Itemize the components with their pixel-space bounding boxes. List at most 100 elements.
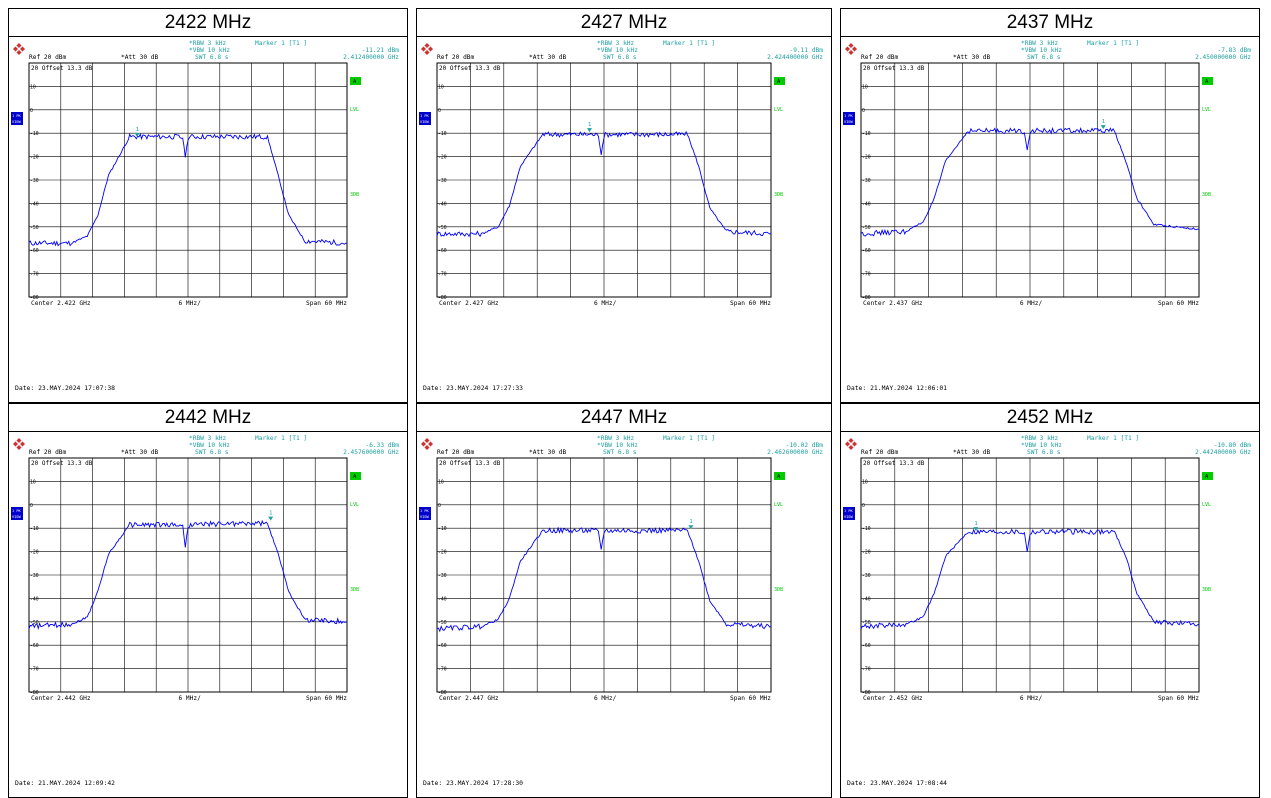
panel-frequency-title: 2427 MHz: [417, 9, 831, 37]
offset-label: 20 Offset 13.3 dB: [439, 460, 501, 467]
trace-a-label: A: [777, 79, 781, 85]
ref-level-label: Ref 20 dBm: [29, 54, 67, 61]
marker-1-label: 1: [689, 519, 692, 525]
spectrum-panel: 2422 MHz *RBW 3 kHz *VBW 10 kHz SWT 6.8 s Ma…: [8, 8, 408, 403]
y-tick-label: 0: [862, 108, 865, 114]
marker-title: Marker 1 [T1 ]: [663, 40, 715, 47]
ref-level-label: Ref 20 dBm: [861, 449, 899, 456]
division-label: 6 MHz/: [1020, 695, 1043, 702]
swt-label: SWT 6.8 s: [603, 449, 637, 456]
y-tick-label: 10: [862, 479, 868, 485]
marker-level: -10.80 dBm: [1214, 442, 1252, 449]
spectrum-trace: [860, 126, 1199, 237]
y-tick-label: -30: [862, 178, 871, 184]
y-tick-label: -70: [438, 272, 447, 278]
y-tick-label: 10: [862, 84, 868, 90]
vbw-label: *VBW 10 kHz: [189, 442, 230, 449]
marker-1-label: 1: [1102, 119, 1105, 125]
y-tick-label: -40: [862, 596, 871, 602]
rbw-label: *RBW 3 kHz: [597, 435, 635, 442]
attenuation-label: *Att 30 dB: [953, 54, 991, 61]
rbw-label: *RBW 3 kHz: [189, 435, 227, 442]
y-tick-label: -70: [30, 272, 39, 278]
y-tick-label: -10: [438, 526, 447, 532]
y-tick-label: 0: [438, 108, 441, 114]
marker-frequency: 2.450000000 GHz: [1195, 54, 1251, 61]
panel-frequency-title: 2422 MHz: [9, 9, 407, 37]
spectrum-panel: 2447 MHz *RBW 3 kHz *VBW 10 kHz SWT 6.8 s Ma…: [416, 403, 832, 798]
y-tick-label: -30: [30, 178, 39, 184]
spectrum-trace: [28, 519, 348, 631]
view-badge-text: VIEW: [844, 515, 853, 519]
marker-title: Marker 1 [T1 ]: [663, 435, 715, 442]
marker-1-label: 1: [136, 127, 139, 133]
spectrum-trace: [28, 132, 347, 247]
y-tick-label: -60: [862, 643, 871, 649]
swt-label: SWT 6.8 s: [1027, 54, 1061, 61]
y-tick-label: -50: [438, 620, 447, 626]
marker-title: Marker 1 [T1 ]: [255, 40, 307, 47]
marker-frequency: 2.457600000 GHz: [343, 449, 399, 456]
swt-label: SWT 6.8 s: [603, 54, 637, 61]
y-tick-label: 0: [862, 503, 865, 509]
trace-a-badge: [350, 472, 361, 480]
view-badge: [843, 112, 855, 125]
marker-1-icon: [268, 516, 274, 521]
lvl-label: LVL: [350, 107, 359, 113]
y-tick-label: 0: [30, 108, 33, 114]
rohde-schwarz-logo-icon: [845, 43, 857, 55]
view-badge-text: 1 PK: [12, 114, 21, 118]
span-label: Span 60 MHz: [730, 300, 771, 307]
division-label: 6 MHz/: [1020, 300, 1043, 307]
trace-a-label: A: [353, 474, 357, 480]
view-badge-text: VIEW: [12, 120, 21, 124]
center-frequency-label: Center 2.442 GHz: [31, 695, 91, 702]
rbw-label: *RBW 3 kHz: [597, 40, 635, 47]
date-label: Date: 23.MAY.2024 17:27:33: [423, 384, 523, 392]
marker-1-icon: [134, 133, 140, 138]
trace-a-badge: [774, 77, 785, 85]
y-tick-label: -40: [862, 201, 871, 207]
y-tick-label: -50: [438, 225, 447, 231]
marker-1-label: 1: [588, 122, 591, 128]
vbw-label: *VBW 10 kHz: [597, 47, 638, 54]
y-tick-label: -60: [30, 643, 39, 649]
offset-label: 20 Offset 13.3 dB: [439, 65, 501, 72]
plot-area: [436, 457, 772, 693]
span-label: Span 60 MHz: [730, 695, 771, 702]
y-tick-label: 10: [30, 84, 36, 90]
3db-label: 3DB: [350, 192, 359, 198]
plot-area: [860, 457, 1200, 693]
y-tick-label: -60: [862, 248, 871, 254]
marker-1-icon: [973, 527, 979, 532]
marker-level: -10.02 dBm: [786, 442, 824, 449]
view-badge-text: 1 PK: [420, 509, 429, 513]
attenuation-label: *Att 30 dB: [529, 449, 567, 456]
attenuation-label: *Att 30 dB: [529, 54, 567, 61]
lvl-label: LVL: [774, 502, 783, 508]
view-badge: [419, 112, 431, 125]
y-tick-label: 10: [438, 479, 444, 485]
offset-label: 20 Offset 13.3 dB: [31, 65, 93, 72]
attenuation-label: *Att 30 dB: [121, 54, 159, 61]
panel-frequency-title: 2442 MHz: [9, 404, 407, 432]
marker-level: -6.33 dBm: [365, 442, 399, 449]
y-tick-label: -70: [862, 667, 871, 673]
marker-level: -7.83 dBm: [1217, 47, 1251, 54]
y-tick-label: -30: [438, 178, 447, 184]
trace-a-badge: [774, 472, 785, 480]
y-tick-label: -10: [30, 131, 39, 137]
y-tick-label: -70: [862, 272, 871, 278]
center-frequency-label: Center 2.422 GHz: [31, 300, 91, 307]
center-frequency-label: Center 2.452 GHz: [863, 695, 923, 702]
y-tick-label: -10: [30, 526, 39, 532]
view-badge-text: VIEW: [420, 120, 429, 124]
y-tick-label: -20: [30, 550, 39, 556]
rohde-schwarz-logo-icon: [13, 43, 25, 55]
y-tick-label: -40: [30, 201, 39, 207]
